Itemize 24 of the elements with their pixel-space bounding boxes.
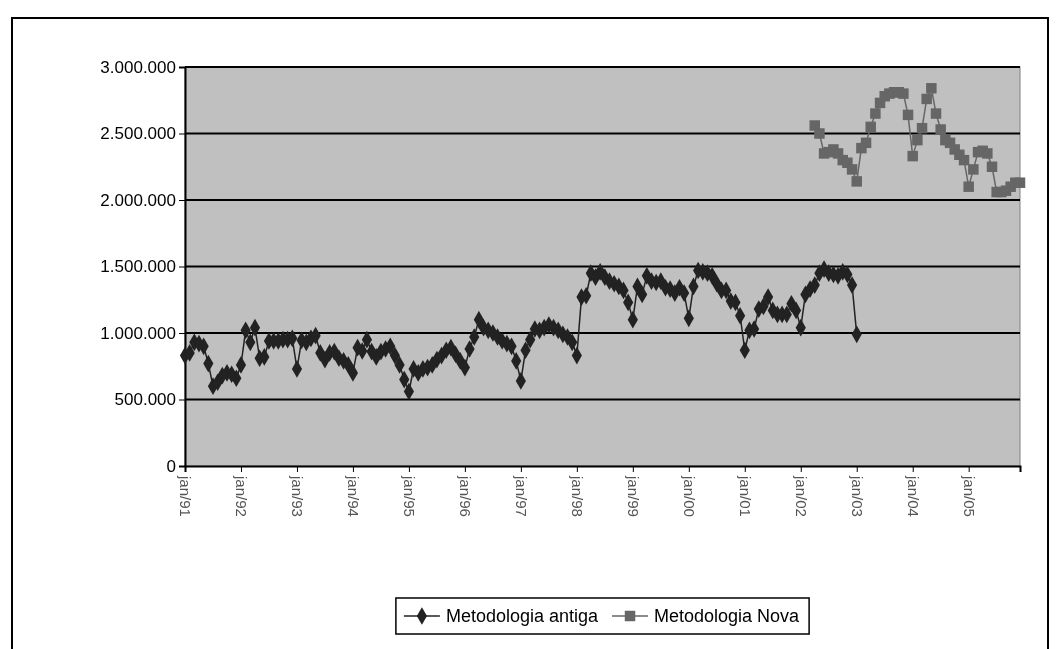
- x-tick-label: jan/03: [848, 475, 866, 517]
- x-tick-label: jan/04: [904, 475, 922, 517]
- x-tick-label: jan/01: [737, 475, 755, 517]
- x-tick-label: jan/02: [793, 475, 810, 517]
- x-tick-label: jan/97: [513, 475, 531, 517]
- x-tick-label: jan/91: [177, 475, 195, 517]
- legend-label: Metodologia antiga: [445, 606, 599, 627]
- legend-label: Metodologia Nova: [654, 606, 801, 627]
- y-tick-label: 2.500.000: [100, 124, 176, 144]
- y-tick-label: 2.000.000: [100, 190, 176, 210]
- x-tick-label: jan/96: [457, 475, 475, 517]
- x-tick-label: jan/00: [681, 475, 699, 517]
- x-tick-label: jan/95: [401, 475, 419, 517]
- y-tick-label: 3.000.000: [100, 57, 176, 77]
- x-tick-label: jan/05: [960, 475, 978, 517]
- x-tick-label: jan/99: [625, 475, 643, 517]
- y-tick-label: 1.000.000: [100, 323, 176, 343]
- x-tick-label: jan/92: [233, 475, 251, 517]
- x-tick-label: jan/98: [569, 475, 587, 517]
- x-tick-label: jan/93: [289, 475, 307, 517]
- y-tick-label: 0: [166, 456, 176, 476]
- y-tick-label: 500.000: [114, 390, 176, 410]
- y-tick-label: 1.500.000: [100, 257, 176, 277]
- x-tick-label: jan/94: [345, 475, 363, 517]
